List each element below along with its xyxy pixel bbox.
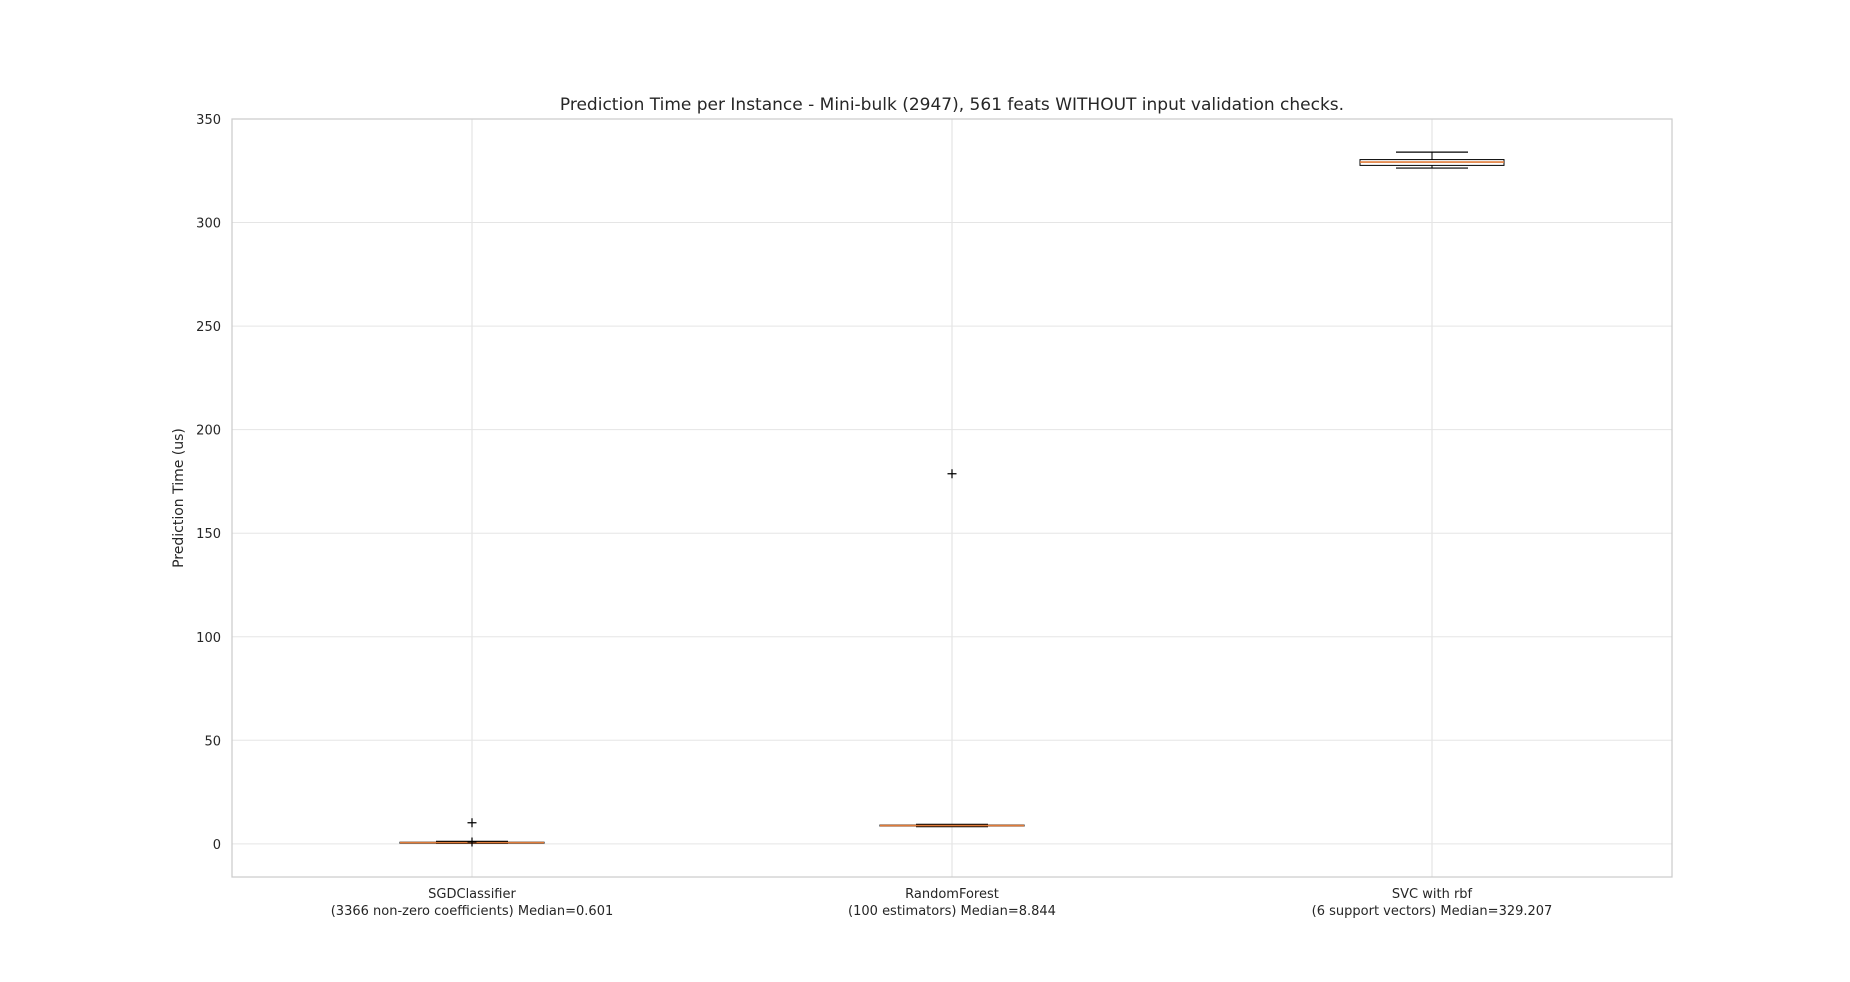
x-tick-label: (3366 non-zero coefficients) Median=0.60… bbox=[331, 904, 614, 919]
chart-title: Prediction Time per Instance - Mini-bulk… bbox=[560, 95, 1344, 115]
x-tick-label: (6 support vectors) Median=329.207 bbox=[1312, 904, 1553, 919]
box-group bbox=[879, 469, 1025, 828]
box-group bbox=[1359, 151, 1505, 169]
x-tick-label: SGDClassifier bbox=[428, 887, 516, 902]
y-tick-label: 0 bbox=[213, 838, 221, 853]
y-tick-label: 150 bbox=[196, 527, 221, 542]
box-series bbox=[399, 151, 1505, 847]
outlier-marker bbox=[467, 837, 477, 847]
x-tick-label: (100 estimators) Median=8.844 bbox=[848, 904, 1056, 919]
x-tick-labels: SGDClassifier (3366 non-zero coefficients… bbox=[331, 887, 1553, 919]
y-tick-label: 250 bbox=[196, 320, 221, 335]
y-tick-label: 100 bbox=[196, 631, 221, 646]
y-tick-label: 200 bbox=[196, 424, 221, 439]
x-tick-label: SVC with rbf bbox=[1392, 887, 1473, 902]
y-tick-label: 350 bbox=[196, 113, 221, 128]
y-axis-label: Prediction Time (us) bbox=[171, 428, 187, 568]
outlier-marker bbox=[947, 469, 957, 479]
x-tick-label: RandomForest bbox=[905, 887, 999, 902]
box-group bbox=[399, 818, 545, 847]
outlier-marker bbox=[467, 818, 477, 828]
y-tick-label: 50 bbox=[204, 734, 221, 749]
y-tick-labels: 0 50 100 150 200 250 300 350 bbox=[196, 113, 221, 853]
axes-frame bbox=[231, 118, 1673, 878]
grid-lines bbox=[232, 118, 1672, 877]
y-tick-label: 300 bbox=[196, 217, 221, 232]
